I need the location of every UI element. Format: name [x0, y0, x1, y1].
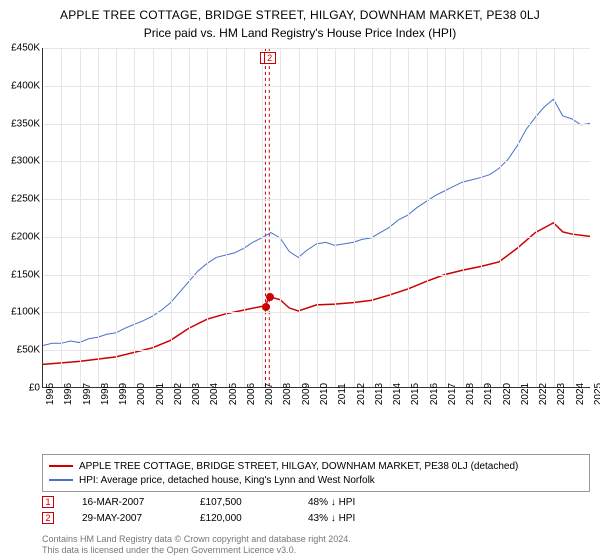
event-date: 16-MAR-2007 [82, 497, 172, 508]
x-tick-label: 1999 [118, 383, 129, 405]
x-tick-label: 2017 [447, 383, 458, 405]
x-tick-label: 1995 [45, 383, 56, 405]
y-tick-label: £450K [4, 43, 40, 54]
legend-row: APPLE TREE COTTAGE, BRIDGE STREET, HILGA… [49, 459, 583, 473]
gridline-v [445, 48, 446, 387]
x-tick-label: 1998 [100, 383, 111, 405]
gridline-v [317, 48, 318, 387]
x-tick-label: 2016 [429, 383, 440, 405]
legend-row: HPI: Average price, detached house, King… [49, 473, 583, 487]
chart-subtitle: Price paid vs. HM Land Registry's House … [0, 22, 600, 40]
legend-swatch [49, 479, 73, 481]
y-tick-label: £400K [4, 80, 40, 91]
x-tick-label: 2014 [392, 383, 403, 405]
x-tick-label: 2011 [337, 383, 348, 405]
gridline-v [262, 48, 263, 387]
y-tick-label: £50K [4, 345, 40, 356]
gridline-v [98, 48, 99, 387]
x-tick-label: 2010 [319, 383, 330, 405]
gridline-v [153, 48, 154, 387]
license-text: Contains HM Land Registry data © Crown c… [42, 534, 351, 556]
x-tick-label: 2005 [228, 383, 239, 405]
gridline-v [427, 48, 428, 387]
legend-swatch [49, 465, 73, 467]
legend: APPLE TREE COTTAGE, BRIDGE STREET, HILGA… [42, 454, 590, 492]
event-pct: 43% ↓ HPI [308, 513, 388, 524]
y-tick-label: £0 [4, 383, 40, 394]
x-tick-label: 2020 [502, 383, 513, 405]
x-tick-label: 2018 [465, 383, 476, 405]
event-badge: 2 [42, 512, 54, 524]
gridline-v [372, 48, 373, 387]
y-tick-label: £100K [4, 307, 40, 318]
x-tick-label: 2004 [209, 383, 220, 405]
gridline-v [280, 48, 281, 387]
gridline-v [116, 48, 117, 387]
gridline-v [335, 48, 336, 387]
x-tick-label: 2015 [410, 383, 421, 405]
events-table: 1 16-MAR-2007 £107,500 48% ↓ HPI 2 29-MAY-200… [42, 496, 590, 528]
event-dot [262, 303, 270, 311]
x-tick-label: 2012 [356, 383, 367, 405]
chart-title: APPLE TREE COTTAGE, BRIDGE STREET, HILGA… [0, 0, 600, 22]
gridline-v [408, 48, 409, 387]
x-tick-label: 2024 [575, 383, 586, 405]
event-price: £120,000 [200, 513, 280, 524]
gridline-v [171, 48, 172, 387]
x-tick-label: 2019 [483, 383, 494, 405]
event-dot [266, 293, 274, 301]
x-tick-label: 2022 [538, 383, 549, 405]
gridline-v [463, 48, 464, 387]
gridline-v [299, 48, 300, 387]
x-tick-label: 2003 [191, 383, 202, 405]
license-line-2: This data is licensed under the Open Gov… [42, 545, 351, 556]
event-row: 1 16-MAR-2007 £107,500 48% ↓ HPI [42, 496, 590, 508]
gridline-v [80, 48, 81, 387]
plot-wrap: 12 [42, 48, 590, 420]
gridline-v [554, 48, 555, 387]
gridline-v [207, 48, 208, 387]
event-row: 2 29-MAY-2007 £120,000 43% ↓ HPI [42, 512, 590, 524]
license-line-1: Contains HM Land Registry data © Crown c… [42, 534, 351, 545]
legend-label: HPI: Average price, detached house, King… [79, 475, 375, 486]
y-tick-label: £200K [4, 231, 40, 242]
event-badge: 1 [42, 496, 54, 508]
gridline-v [536, 48, 537, 387]
event-marker: 2 [264, 52, 276, 64]
x-tick-label: 2006 [246, 383, 257, 405]
y-tick-label: £300K [4, 156, 40, 167]
gridline-v [481, 48, 482, 387]
gridline-v [390, 48, 391, 387]
y-tick-label: £150K [4, 269, 40, 280]
gridline-v [189, 48, 190, 387]
event-price: £107,500 [200, 497, 280, 508]
gridline-v [500, 48, 501, 387]
y-tick-label: £350K [4, 118, 40, 129]
x-tick-label: 2021 [520, 383, 531, 405]
gridline-v [354, 48, 355, 387]
gridline-v [518, 48, 519, 387]
x-tick-label: 2001 [155, 383, 166, 405]
y-tick-label: £250K [4, 194, 40, 205]
chart-container: APPLE TREE COTTAGE, BRIDGE STREET, HILGA… [0, 0, 600, 560]
x-tick-label: 2023 [556, 383, 567, 405]
legend-label: APPLE TREE COTTAGE, BRIDGE STREET, HILGA… [79, 461, 518, 472]
x-tick-label: 1996 [63, 383, 74, 405]
gridline-v [573, 48, 574, 387]
plot-area: 12 [42, 48, 590, 388]
x-tick-label: 2002 [173, 383, 184, 405]
x-tick-label: 2008 [282, 383, 293, 405]
x-tick-label: 2000 [136, 383, 147, 405]
event-date: 29-MAY-2007 [82, 513, 172, 524]
gridline-v [61, 48, 62, 387]
gridline-v [226, 48, 227, 387]
x-tick-label: 2007 [264, 383, 275, 405]
gridline-v [134, 48, 135, 387]
x-tick-label: 2025 [593, 383, 600, 405]
x-tick-label: 1997 [82, 383, 93, 405]
gridline-v [244, 48, 245, 387]
x-tick-label: 2013 [374, 383, 385, 405]
x-tick-label: 2009 [301, 383, 312, 405]
event-pct: 48% ↓ HPI [308, 497, 388, 508]
